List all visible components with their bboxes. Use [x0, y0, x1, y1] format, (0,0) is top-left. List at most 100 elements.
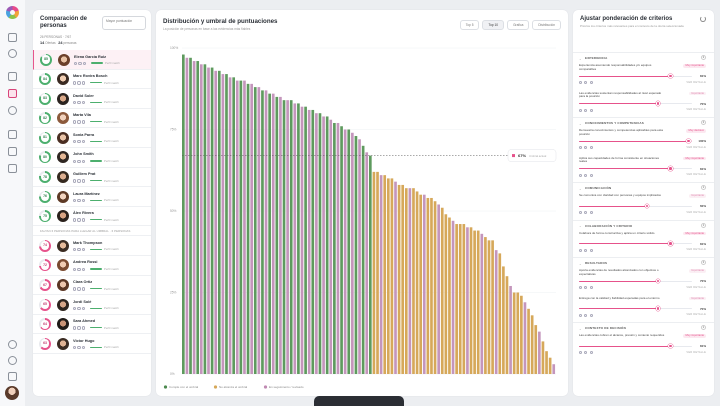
details-link[interactable]: VER DETALLE — [686, 108, 706, 111]
score-bar[interactable] — [523, 302, 527, 374]
score-bar[interactable] — [505, 276, 509, 374]
chevron-down-icon[interactable]: ⌄ — [579, 224, 582, 229]
score-bar[interactable] — [210, 67, 214, 374]
weight-slider[interactable] — [579, 306, 692, 311]
person-name[interactable]: Sonia Parra — [73, 132, 95, 137]
score-bar[interactable] — [214, 70, 218, 374]
score-bar[interactable] — [520, 295, 523, 374]
score-bar[interactable] — [199, 64, 203, 375]
score-bar[interactable] — [466, 227, 469, 374]
score-bar[interactable] — [509, 285, 512, 374]
score-bar[interactable] — [494, 250, 498, 374]
score-bar[interactable] — [552, 364, 556, 374]
help-icon[interactable] — [8, 356, 17, 365]
score-bar[interactable] — [390, 178, 394, 374]
slider-handle[interactable] — [668, 241, 673, 246]
score-bar[interactable] — [318, 113, 322, 374]
weight-slider[interactable] — [579, 203, 692, 209]
score-bar[interactable] — [271, 93, 275, 374]
person-row[interactable]: 74 Mark Thompson Perfil match — [33, 236, 151, 256]
criteria-group[interactable]: ⌄ CONTEXTO DE DECISIÓN 1 — [573, 322, 714, 332]
chevron-down-icon[interactable]: ⌄ — [579, 56, 582, 61]
score-bar[interactable] — [455, 224, 458, 374]
score-bar[interactable] — [322, 116, 325, 375]
score-bar[interactable] — [527, 308, 530, 374]
score-bar[interactable] — [315, 113, 318, 374]
score-bar[interactable] — [444, 214, 448, 374]
clipboard-icon[interactable] — [8, 130, 17, 139]
person-row[interactable]: 82 Marta Vila Perfil match — [33, 109, 151, 129]
bottom-dock[interactable] — [314, 396, 404, 406]
score-bar[interactable] — [192, 61, 196, 374]
score-bar[interactable] — [516, 292, 520, 375]
details-link[interactable]: VER DETALLE — [686, 145, 706, 149]
score-bar[interactable] — [261, 90, 264, 374]
slider-handle[interactable] — [655, 306, 661, 311]
score-bar[interactable] — [250, 83, 253, 375]
score-bar[interactable] — [412, 188, 415, 374]
criteria-group[interactable]: ⌄ COMUNICACIÓN 1 — [573, 182, 714, 192]
person-name[interactable]: Laura Martínez — [73, 191, 100, 196]
alarm-icon[interactable] — [8, 372, 17, 381]
score-bar[interactable] — [351, 132, 354, 374]
tab-3[interactable]: Distribución — [532, 20, 561, 30]
score-bar[interactable] — [196, 61, 200, 374]
tab-0[interactable]: Top 5 — [459, 20, 480, 30]
score-bar[interactable] — [282, 100, 286, 374]
person-row[interactable]: 63 Victor Hugo Perfil match — [33, 334, 151, 354]
score-bar[interactable] — [534, 325, 538, 374]
score-bar[interactable] — [502, 266, 505, 374]
person-name[interactable]: Jordi Solé — [73, 299, 92, 304]
sort-select[interactable]: Mayor puntuación — [102, 16, 146, 30]
criteria-group[interactable]: ⌄ CONOCIMIENTOS Y COMPETENCIAS 2 — [573, 117, 714, 127]
score-bar[interactable] — [311, 109, 315, 374]
person-row[interactable]: 75 Àlex Rivera Perfil match — [33, 207, 151, 227]
details-link[interactable]: VER DETALLE — [686, 80, 706, 84]
score-bar[interactable] — [448, 217, 451, 374]
score-bar[interactable] — [279, 96, 282, 375]
refresh-icon[interactable] — [700, 16, 706, 22]
score-bar[interactable] — [325, 116, 329, 375]
person-row[interactable]: 76 Laura Martínez Perfil match — [33, 187, 151, 207]
details-link[interactable]: VER DETALLE — [686, 173, 706, 176]
slider-handle[interactable] — [668, 166, 673, 171]
person-name[interactable]: Marta Vila — [73, 113, 91, 118]
score-bar[interactable] — [369, 155, 372, 374]
weight-slider[interactable] — [579, 73, 692, 79]
score-bar[interactable] — [394, 181, 397, 374]
tab-2[interactable]: Grafica — [507, 20, 530, 30]
score-bar[interactable] — [415, 191, 419, 374]
criteria-group[interactable]: ⌄ RESULTADOS 2 — [573, 257, 714, 267]
chevron-down-icon[interactable]: ⌄ — [579, 121, 582, 126]
person-name[interactable]: David Soler — [73, 93, 94, 98]
score-bar[interactable] — [365, 152, 369, 374]
score-bar[interactable] — [426, 197, 430, 374]
person-name[interactable]: Guillem Prat — [73, 172, 96, 177]
headset-icon[interactable] — [8, 72, 17, 81]
person-name[interactable]: Victor Hugo — [73, 338, 95, 343]
score-bar[interactable] — [484, 237, 487, 374]
score-bar[interactable] — [458, 224, 462, 374]
score-bar[interactable] — [404, 188, 408, 374]
score-bar[interactable] — [221, 74, 225, 374]
score-bar[interactable] — [361, 145, 365, 374]
score-bar[interactable] — [264, 90, 268, 374]
user-avatar[interactable] — [5, 386, 19, 400]
score-bar[interactable] — [476, 230, 480, 374]
details-link[interactable]: VER DETALLE — [686, 285, 706, 289]
chevron-down-icon[interactable]: ⌄ — [579, 261, 582, 266]
score-bar[interactable] — [451, 220, 455, 374]
score-bar[interactable] — [397, 184, 401, 374]
score-bar[interactable] — [473, 230, 476, 374]
compare-icon[interactable] — [8, 89, 17, 98]
score-bar[interactable] — [487, 240, 491, 374]
score-bar[interactable] — [419, 194, 423, 374]
user-icon[interactable] — [8, 106, 17, 115]
score-bar[interactable] — [268, 93, 271, 374]
person-name[interactable]: Andrea Rossi — [73, 260, 98, 265]
score-bar[interactable] — [437, 204, 440, 374]
slider-handle[interactable] — [655, 101, 661, 106]
slider-handle[interactable] — [686, 138, 691, 144]
person-row[interactable]: 81 Sonia Parra Perfil match — [33, 128, 151, 148]
score-bar[interactable] — [243, 80, 246, 374]
